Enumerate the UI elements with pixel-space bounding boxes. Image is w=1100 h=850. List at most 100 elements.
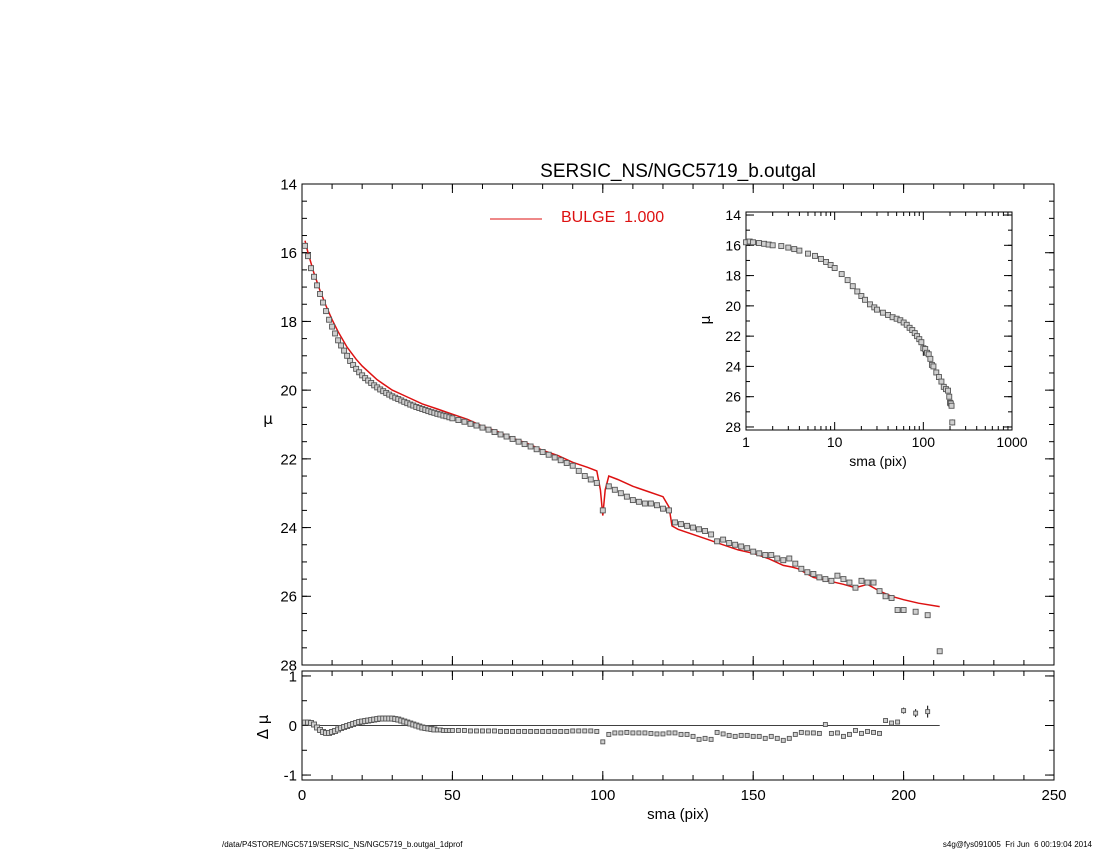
residual-y-axis-label: Δ μ bbox=[254, 714, 272, 739]
residual-point bbox=[732, 733, 738, 739]
x-tick-label: 1 bbox=[742, 434, 750, 450]
y-tick-label: 18 bbox=[280, 314, 297, 331]
observed-point bbox=[497, 431, 504, 438]
observed-point bbox=[714, 538, 721, 545]
residual-point bbox=[678, 731, 684, 737]
residual-point bbox=[606, 731, 612, 737]
residual-point bbox=[738, 732, 744, 738]
residual-point bbox=[534, 728, 540, 734]
residual-point bbox=[696, 736, 702, 742]
observed-point bbox=[864, 579, 871, 586]
y-tick-label: 18 bbox=[725, 268, 741, 284]
observed-point bbox=[852, 584, 859, 591]
residual-point bbox=[702, 735, 708, 741]
residual-point bbox=[786, 735, 792, 741]
residual-point bbox=[570, 728, 576, 734]
inset-point bbox=[949, 419, 956, 426]
residual-point bbox=[522, 728, 528, 734]
inset-point bbox=[927, 355, 934, 362]
observed-point bbox=[647, 500, 654, 507]
observed-point bbox=[900, 607, 907, 613]
inset-point bbox=[918, 339, 925, 346]
model-line bbox=[304, 240, 940, 608]
residual-point bbox=[480, 728, 485, 734]
observed-point bbox=[876, 588, 883, 595]
residual-point bbox=[311, 721, 317, 728]
observed-point bbox=[834, 572, 841, 579]
observed-point bbox=[756, 550, 763, 557]
residual-point bbox=[636, 730, 642, 736]
residual-point bbox=[828, 730, 834, 736]
residual-point bbox=[834, 730, 840, 736]
residual-point bbox=[877, 730, 882, 736]
observed-point bbox=[660, 505, 666, 512]
residual-point bbox=[847, 731, 852, 737]
x-tick-label: 200 bbox=[891, 787, 916, 804]
observed-point bbox=[846, 579, 853, 586]
residual-point bbox=[925, 709, 931, 715]
inset-y-axis-label: μ bbox=[698, 315, 714, 324]
x-tick-label: 0 bbox=[298, 787, 306, 804]
observed-point bbox=[581, 473, 588, 479]
y-tick-label: 14 bbox=[280, 176, 297, 193]
y-tick-label: 0 bbox=[289, 718, 297, 735]
observed-points bbox=[302, 242, 943, 655]
y-tick-label: 20 bbox=[280, 383, 297, 400]
footer-timestamp: s4g@fys091005 Fri Jun 6 00:19:04 2014 bbox=[942, 840, 1092, 849]
y-tick-label: 26 bbox=[280, 589, 297, 606]
inset-axes: 1 10 100 1000 14 16 18 20 22 24 26 28 bbox=[725, 207, 1027, 450]
observed-point bbox=[599, 507, 606, 514]
residual-point bbox=[564, 728, 570, 734]
observed-point bbox=[936, 648, 943, 655]
observed-point bbox=[629, 497, 636, 504]
residual-point bbox=[467, 728, 473, 734]
y-tick-label: 16 bbox=[725, 237, 741, 253]
observed-point bbox=[557, 457, 564, 464]
observed-point bbox=[587, 476, 594, 483]
residual-point bbox=[642, 730, 648, 736]
observed-point bbox=[780, 557, 787, 564]
residual-point bbox=[726, 732, 732, 738]
observed-point bbox=[672, 519, 678, 526]
observed-point bbox=[888, 595, 895, 601]
observed-point bbox=[491, 429, 498, 436]
inset-point bbox=[879, 309, 886, 316]
x-tick-label: 1000 bbox=[996, 434, 1027, 450]
observed-point bbox=[503, 433, 510, 440]
residual-point bbox=[708, 736, 714, 742]
residual-point bbox=[630, 730, 636, 736]
inset-point bbox=[812, 252, 818, 259]
y-tick-label: 16 bbox=[280, 245, 297, 262]
observed-point bbox=[690, 524, 696, 531]
inset-point bbox=[874, 306, 880, 313]
residual-point bbox=[618, 730, 624, 736]
residual-point bbox=[461, 728, 467, 733]
residual-point bbox=[889, 720, 895, 726]
residual-point bbox=[648, 730, 654, 736]
residual-point bbox=[594, 728, 600, 734]
observed-point bbox=[792, 560, 799, 567]
observed-point bbox=[804, 569, 811, 576]
residual-point bbox=[768, 733, 774, 739]
inset-point bbox=[823, 259, 830, 265]
residual-point bbox=[865, 728, 870, 734]
residual-point bbox=[780, 737, 786, 743]
inset-point bbox=[831, 265, 838, 271]
inset-point bbox=[838, 271, 845, 278]
residual-point bbox=[449, 728, 455, 733]
chart-title: SERSIC_NS/NGC5719_b.outgal bbox=[540, 161, 816, 182]
residual-point bbox=[504, 728, 509, 734]
model-line-path bbox=[304, 240, 940, 608]
residual-point bbox=[540, 728, 546, 734]
observed-point bbox=[882, 593, 889, 600]
residual-point bbox=[528, 728, 534, 734]
observed-point bbox=[678, 521, 684, 528]
observed-point bbox=[539, 449, 546, 455]
residual-point bbox=[816, 730, 822, 736]
x-tick-label: 50 bbox=[444, 787, 461, 804]
inset-point bbox=[946, 393, 953, 400]
residual-point bbox=[600, 739, 606, 745]
residual-point bbox=[492, 728, 497, 734]
observed-point bbox=[870, 579, 877, 586]
observed-point bbox=[545, 451, 552, 458]
